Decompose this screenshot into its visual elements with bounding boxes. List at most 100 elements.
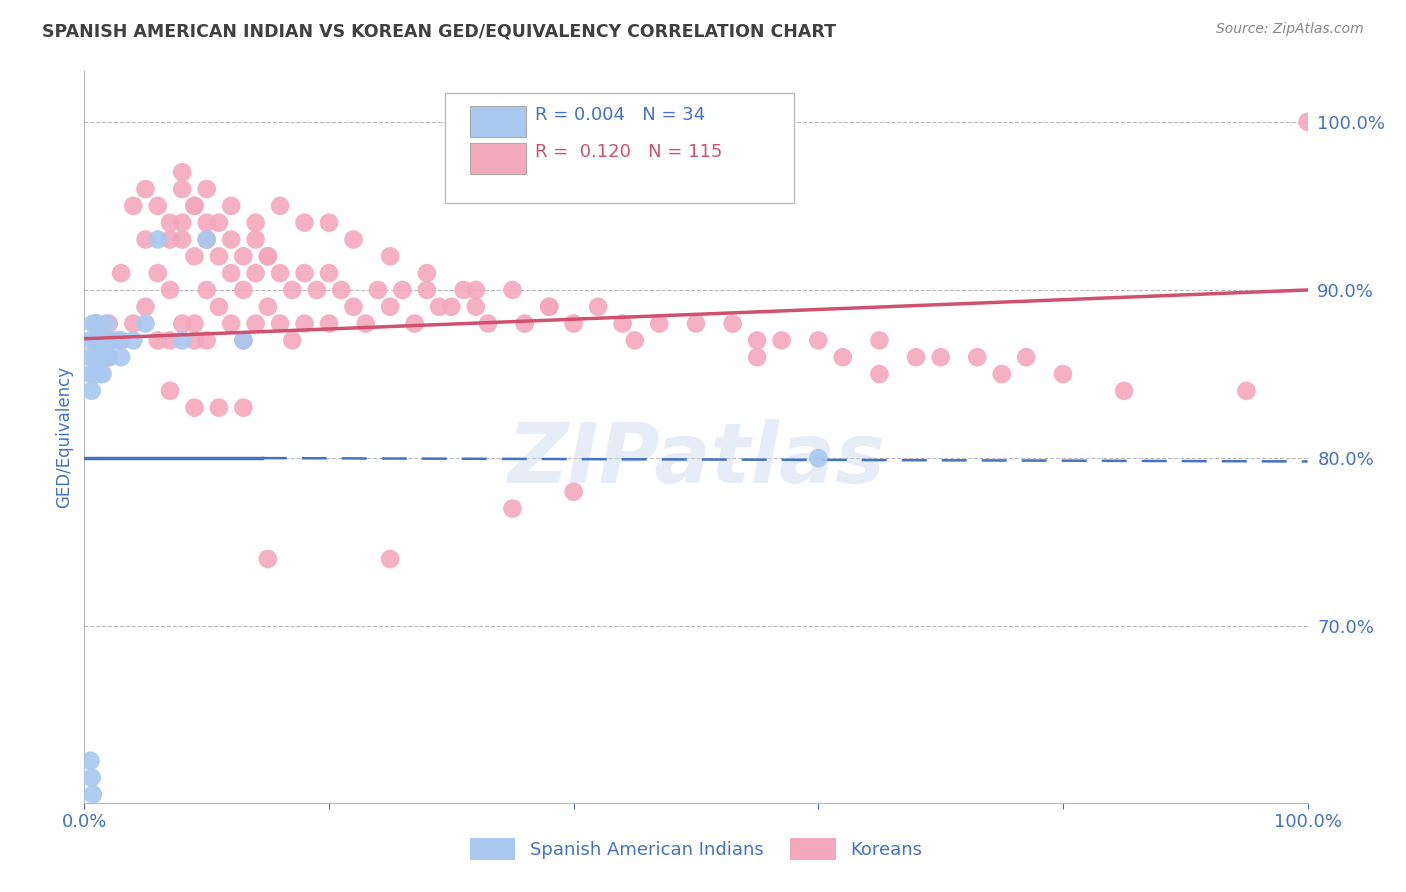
Point [416,283,439,297]
Point [183,199,205,213]
Point [86,350,108,364]
Point [464,300,486,314]
Point [97,350,120,364]
Point [146,199,169,213]
Point [135,300,157,314]
Point [318,216,340,230]
Point [1296,115,1319,129]
Point [624,334,647,348]
FancyBboxPatch shape [470,143,526,174]
Point [84,334,107,348]
Point [91,367,114,381]
Point [380,249,402,263]
Point [183,249,205,263]
Point [232,249,254,263]
Point [453,283,475,297]
Point [245,216,267,230]
Point [380,300,402,314]
Point [183,334,205,348]
Point [538,300,561,314]
Point [966,350,988,364]
Text: ZIPatlas: ZIPatlas [508,418,884,500]
Point [294,216,316,230]
Point [305,283,328,297]
Point [294,266,316,280]
Point [1114,384,1136,398]
Point [245,233,267,247]
Point [195,334,218,348]
Point [93,350,115,364]
Point [440,300,463,314]
Point [208,249,231,263]
Point [159,283,181,297]
Point [281,283,304,297]
Point [97,334,120,348]
Point [502,283,524,297]
Point [354,317,377,331]
Point [146,334,169,348]
Point [232,283,254,297]
Point [79,334,101,348]
Point [91,350,114,364]
Point [110,334,132,348]
Point [416,266,439,280]
Point [195,182,218,196]
Point [195,216,218,230]
Point [219,266,242,280]
Point [97,350,120,364]
Point [110,334,132,348]
Point [404,317,426,331]
Point [318,317,340,331]
Point [172,182,194,196]
Point [219,317,242,331]
Point [831,350,853,364]
Point [122,199,145,213]
Point [318,266,340,280]
Point [86,317,108,331]
Point [869,334,891,348]
Point [110,266,132,280]
Point [367,283,389,297]
Point [391,283,413,297]
Point [146,266,169,280]
Point [281,334,304,348]
Point [219,199,242,213]
Point [427,300,450,314]
Point [104,334,127,348]
FancyBboxPatch shape [446,94,794,203]
Point [685,317,707,331]
Point [172,233,194,247]
Point [195,283,218,297]
Point [245,266,267,280]
Point [96,317,118,331]
Point [86,317,108,331]
Point [135,317,157,331]
Point [245,317,267,331]
Point [538,300,561,314]
Point [86,334,108,348]
Point [208,401,231,415]
Point [562,317,585,331]
Point [110,350,132,364]
Point [83,350,105,364]
Point [183,317,205,331]
Point [232,334,254,348]
Point [1236,384,1258,398]
Point [232,401,254,415]
Point [513,317,536,331]
Point [89,367,111,381]
Point [159,233,181,247]
Point [257,249,280,263]
Point [612,317,634,331]
Point [807,451,830,466]
Point [172,165,194,179]
Point [477,317,499,331]
Point [586,300,609,314]
Point [159,216,181,230]
Point [79,754,101,768]
Text: R =  0.120   N = 115: R = 0.120 N = 115 [534,143,721,161]
Point [330,283,353,297]
Text: R = 0.004   N = 34: R = 0.004 N = 34 [534,106,704,124]
Point [80,771,103,785]
Point [464,283,486,297]
